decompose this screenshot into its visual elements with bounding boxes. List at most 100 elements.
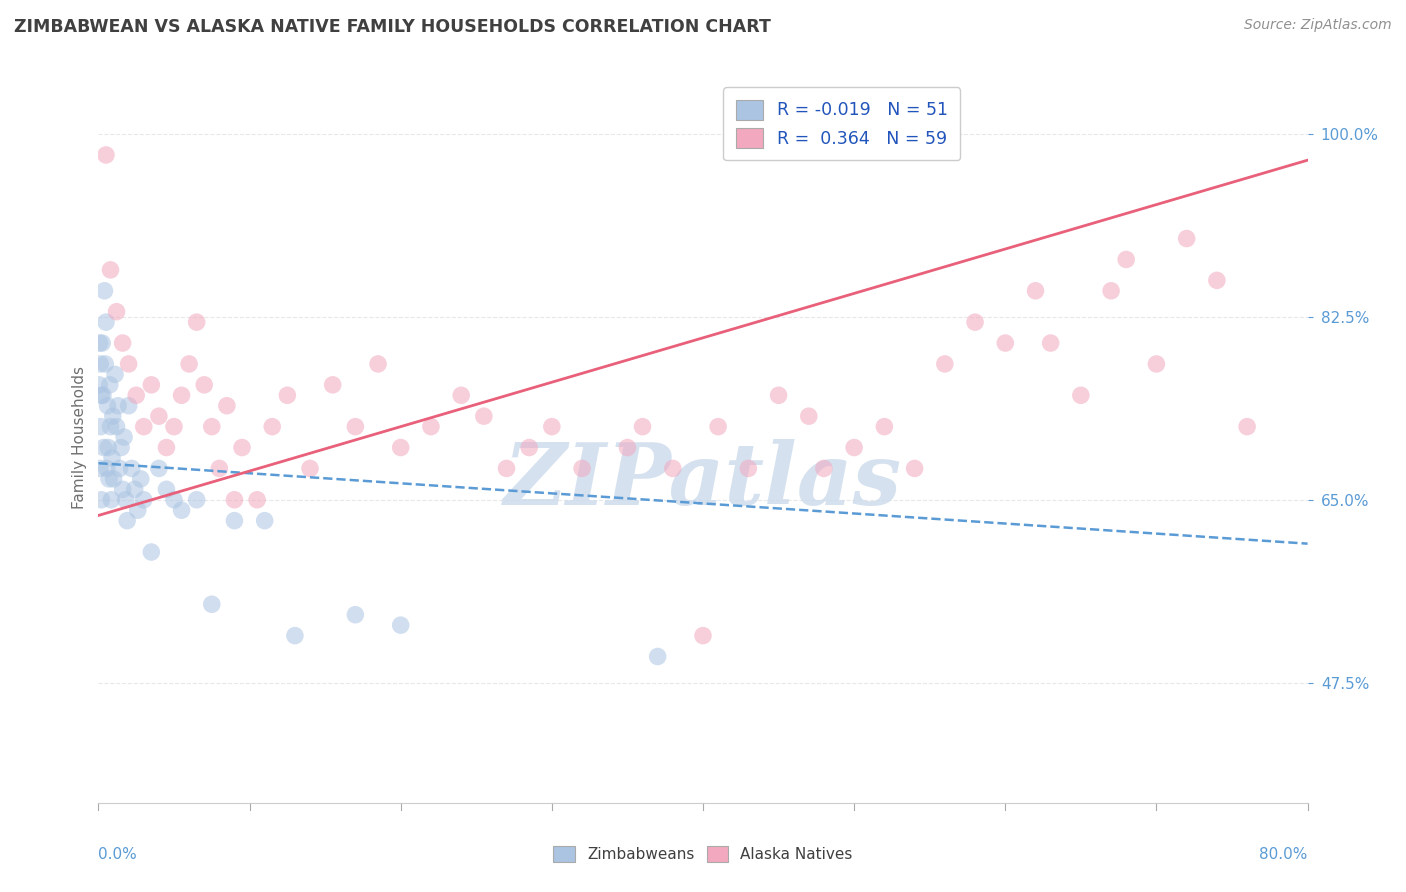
Point — [91, 336, 114, 351]
Point — [540, 419, 562, 434]
Point — [322, 377, 344, 392]
Point — [94, 315, 117, 329]
Point — [201, 597, 224, 611]
Point — [201, 419, 224, 434]
Point — [284, 629, 307, 643]
Text: ZIPatlas: ZIPatlas — [503, 439, 903, 523]
Point — [148, 461, 170, 475]
Point — [208, 461, 231, 475]
Point — [813, 461, 835, 475]
Point — [367, 357, 389, 371]
Point — [631, 419, 654, 434]
Point — [797, 409, 820, 424]
Point — [276, 388, 298, 402]
Point — [1236, 419, 1258, 434]
Point — [124, 483, 146, 497]
Point — [94, 357, 117, 371]
Point — [344, 419, 367, 434]
Point — [93, 441, 115, 455]
Point — [768, 388, 790, 402]
Point — [1070, 388, 1092, 402]
Legend: Zimbabweans, Alaska Natives: Zimbabweans, Alaska Natives — [547, 840, 859, 868]
Point — [90, 419, 112, 434]
Point — [97, 441, 120, 455]
Point — [1024, 284, 1046, 298]
Point — [132, 419, 155, 434]
Point — [389, 441, 412, 455]
Point — [389, 618, 412, 632]
Point — [111, 336, 134, 351]
Point — [495, 461, 517, 475]
Point — [105, 304, 128, 318]
Point — [91, 388, 114, 402]
Point — [141, 377, 163, 392]
Point — [101, 450, 124, 465]
Point — [844, 441, 866, 455]
Point — [94, 148, 117, 162]
Point — [155, 483, 177, 497]
Point — [96, 399, 118, 413]
Point — [148, 409, 170, 424]
Point — [707, 419, 730, 434]
Point — [108, 461, 131, 475]
Point — [111, 483, 134, 497]
Point — [934, 357, 956, 371]
Point — [105, 419, 128, 434]
Point — [98, 377, 121, 392]
Point — [737, 461, 759, 475]
Text: ZIMBABWEAN VS ALASKA NATIVE FAMILY HOUSEHOLDS CORRELATION CHART: ZIMBABWEAN VS ALASKA NATIVE FAMILY HOUSE… — [14, 18, 770, 36]
Point — [873, 419, 896, 434]
Point — [904, 461, 927, 475]
Point — [215, 399, 238, 413]
Text: 80.0%: 80.0% — [1260, 847, 1308, 862]
Point — [1099, 284, 1122, 298]
Point — [125, 388, 148, 402]
Point — [517, 441, 540, 455]
Point — [100, 492, 122, 507]
Point — [89, 461, 111, 475]
Point — [420, 419, 443, 434]
Point — [246, 492, 269, 507]
Point — [127, 503, 149, 517]
Point — [1206, 273, 1229, 287]
Point — [231, 441, 253, 455]
Point — [132, 492, 155, 507]
Point — [163, 419, 186, 434]
Point — [450, 388, 472, 402]
Point — [121, 461, 143, 475]
Point — [1115, 252, 1137, 267]
Point — [103, 472, 125, 486]
Point — [692, 629, 714, 643]
Point — [155, 441, 177, 455]
Point — [1039, 336, 1062, 351]
Point — [661, 461, 683, 475]
Point — [90, 388, 112, 402]
Text: Source: ZipAtlas.com: Source: ZipAtlas.com — [1244, 18, 1392, 32]
Point — [472, 409, 495, 424]
Point — [163, 492, 186, 507]
Point — [186, 315, 208, 329]
Point — [224, 514, 246, 528]
Point — [114, 492, 136, 507]
Point — [104, 368, 127, 382]
Point — [141, 545, 163, 559]
Point — [344, 607, 367, 622]
Point — [616, 441, 638, 455]
Point — [965, 315, 987, 329]
Point — [118, 357, 141, 371]
Point — [186, 492, 208, 507]
Point — [262, 419, 284, 434]
Point — [253, 514, 276, 528]
Point — [299, 461, 322, 475]
Point — [100, 419, 122, 434]
Text: 0.0%: 0.0% — [98, 847, 138, 862]
Point — [89, 336, 111, 351]
Point — [115, 514, 138, 528]
Point — [98, 472, 121, 486]
Point — [118, 399, 141, 413]
Point — [170, 388, 193, 402]
Point — [170, 503, 193, 517]
Point — [571, 461, 593, 475]
Point — [89, 377, 111, 392]
Point — [110, 441, 132, 455]
